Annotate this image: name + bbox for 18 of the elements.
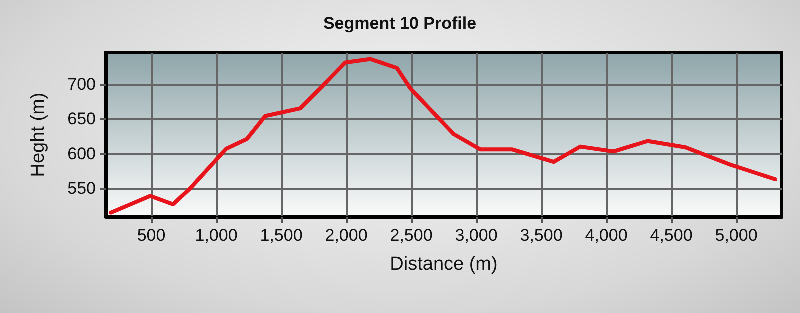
y-axis-title: Heght (m): [28, 92, 49, 178]
x-tick-label: 4,000: [585, 226, 628, 245]
line-series: [109, 57, 778, 215]
y-tick-label: 550: [68, 179, 96, 198]
x-tick-label: 3,000: [455, 226, 498, 245]
x-tick-label: 2,000: [325, 226, 368, 245]
x-tick-label: 5,000: [715, 226, 758, 245]
y-tick-label: 700: [68, 74, 96, 94]
x-tick-label: 2,500: [390, 226, 433, 245]
x-tick-label: 500: [137, 226, 166, 245]
x-axis-title: Distance (m): [390, 254, 498, 275]
x-tick-label: 3,500: [520, 226, 563, 245]
x-tick-label: 1,000: [195, 226, 238, 245]
y-tick-label: 650: [68, 110, 96, 129]
x-tick-label: 4,500: [650, 226, 693, 245]
x-tick-label: 1,500: [260, 226, 303, 245]
y-tick-label: 600: [68, 144, 96, 164]
chart-title: Segment 10 Profile: [323, 14, 477, 33]
